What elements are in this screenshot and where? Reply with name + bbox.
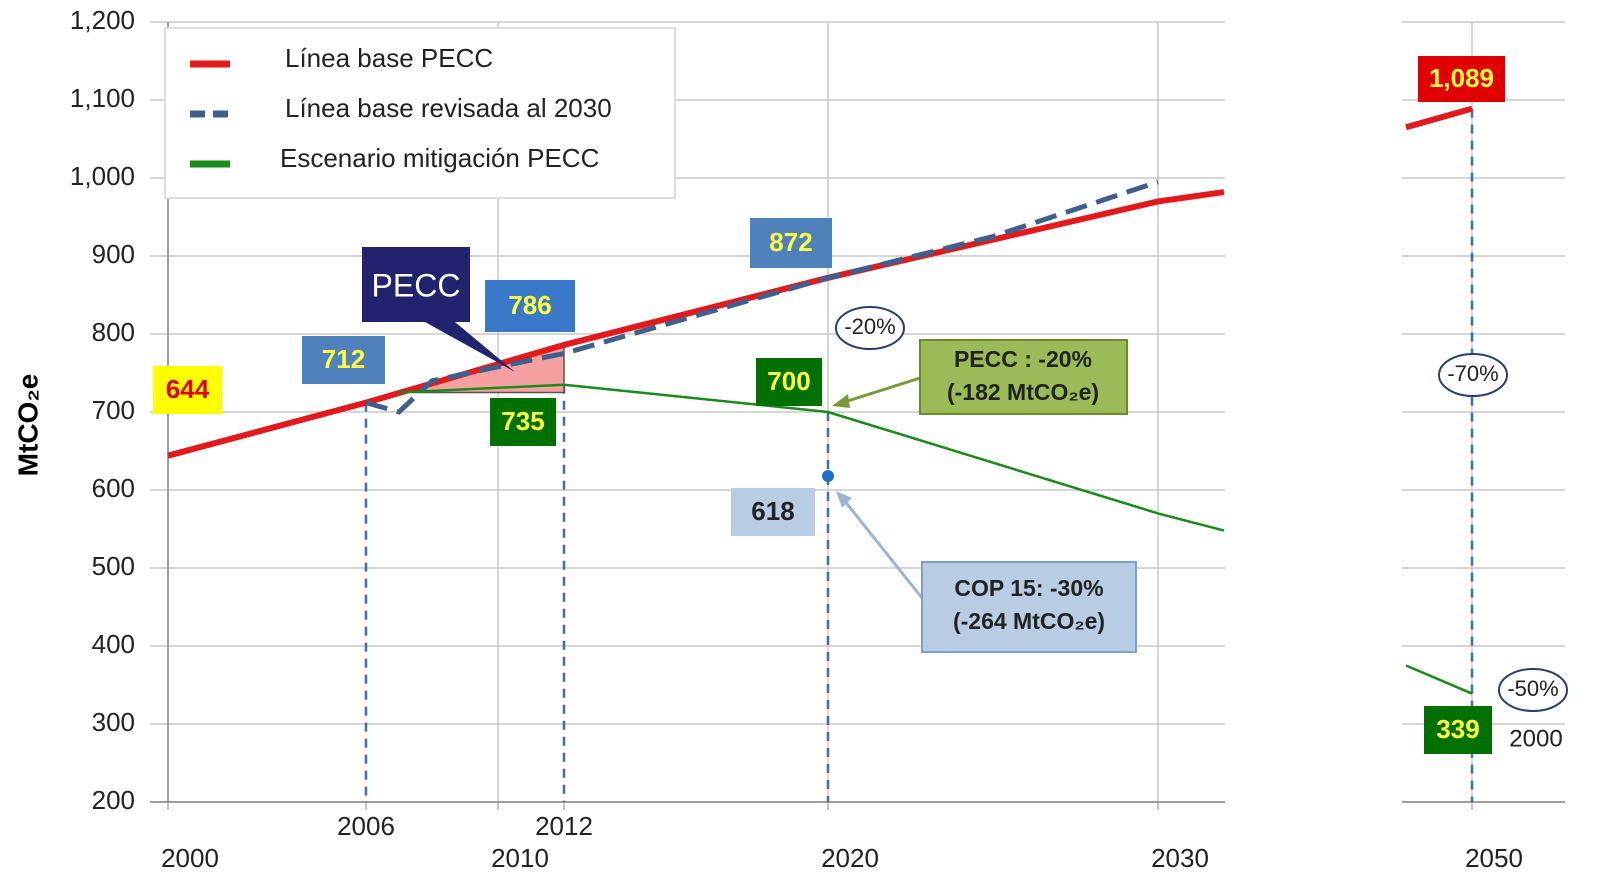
y-tick-label: 400 — [92, 629, 135, 659]
arrow — [838, 494, 924, 599]
y-tick-label: 1,100 — [70, 83, 135, 113]
x-tick-label: 2020 — [821, 843, 879, 873]
series-line — [167, 105, 1473, 459]
annotation: PECC — [372, 267, 461, 303]
legend-box — [164, 27, 676, 199]
label-box — [485, 280, 575, 332]
y-tick-label: 500 — [92, 551, 135, 581]
label-box — [490, 398, 556, 446]
point-label: 644 — [166, 374, 210, 404]
point-label: 872 — [769, 227, 812, 257]
x-tick-label: 2000 — [161, 843, 219, 873]
label-box — [1424, 706, 1492, 754]
arrow — [834, 376, 921, 407]
series-line — [398, 383, 1473, 695]
x-tick-label: 2030 — [1151, 843, 1209, 873]
point-label: 1,089 — [1429, 63, 1494, 93]
legend-label: Línea base revisada al 2030 — [285, 93, 612, 123]
y-tick-label: 200 — [92, 785, 135, 815]
y-tick-label: 800 — [92, 317, 135, 347]
arrowhead — [836, 491, 852, 508]
pecc-callout — [362, 247, 515, 372]
annotation: -20% — [844, 314, 895, 339]
arrowhead — [832, 394, 850, 408]
annotation: (-182 MtCO₂e) — [947, 379, 1099, 405]
point-label: 712 — [322, 344, 365, 374]
x-tick-label: 2050 — [1465, 843, 1523, 873]
point-label: 618 — [751, 496, 794, 526]
y-tick-label: 900 — [92, 239, 135, 269]
annotation: COP 15: -30% — [954, 575, 1103, 601]
percent-oval — [1498, 668, 1568, 712]
label-box — [153, 366, 222, 414]
label-box — [731, 488, 815, 536]
label-box — [302, 336, 385, 384]
point-label: 786 — [508, 290, 551, 320]
percent-oval — [1438, 353, 1508, 397]
y-tick-label: 1,000 — [70, 161, 135, 191]
annotation: -70% — [1447, 361, 1498, 386]
label-box — [756, 358, 822, 406]
pecc-box — [919, 339, 1128, 415]
y-tick-label: 1,200 — [70, 5, 135, 35]
x-tick-label: 2006 — [337, 811, 395, 841]
x-tick-label: 2012 — [535, 811, 593, 841]
cop15-box — [921, 561, 1137, 653]
point-label: 339 — [1436, 714, 1479, 744]
annotation: PECC : -20% — [954, 346, 1092, 372]
y-tick-label: 600 — [92, 473, 135, 503]
y-tick-label: 300 — [92, 707, 135, 737]
percent-oval — [835, 306, 905, 350]
series-line — [365, 179, 1159, 415]
legend-label: Línea base PECC — [285, 43, 493, 73]
label-box — [750, 218, 832, 268]
label-box — [1418, 56, 1505, 102]
cop15-point — [822, 469, 834, 482]
y-tick-label: 700 — [92, 395, 135, 425]
annotation: (-264 MtCO₂e) — [953, 608, 1105, 634]
point-label: 700 — [767, 366, 810, 396]
annotation: 2000 — [1509, 725, 1562, 752]
y-axis-label: MtCO₂e — [12, 374, 43, 477]
x-tick-label: 2010 — [491, 843, 549, 873]
point-label: 735 — [501, 406, 544, 436]
annotation: -50% — [1507, 676, 1558, 701]
legend-label: Escenario mitigación PECC — [280, 143, 599, 173]
